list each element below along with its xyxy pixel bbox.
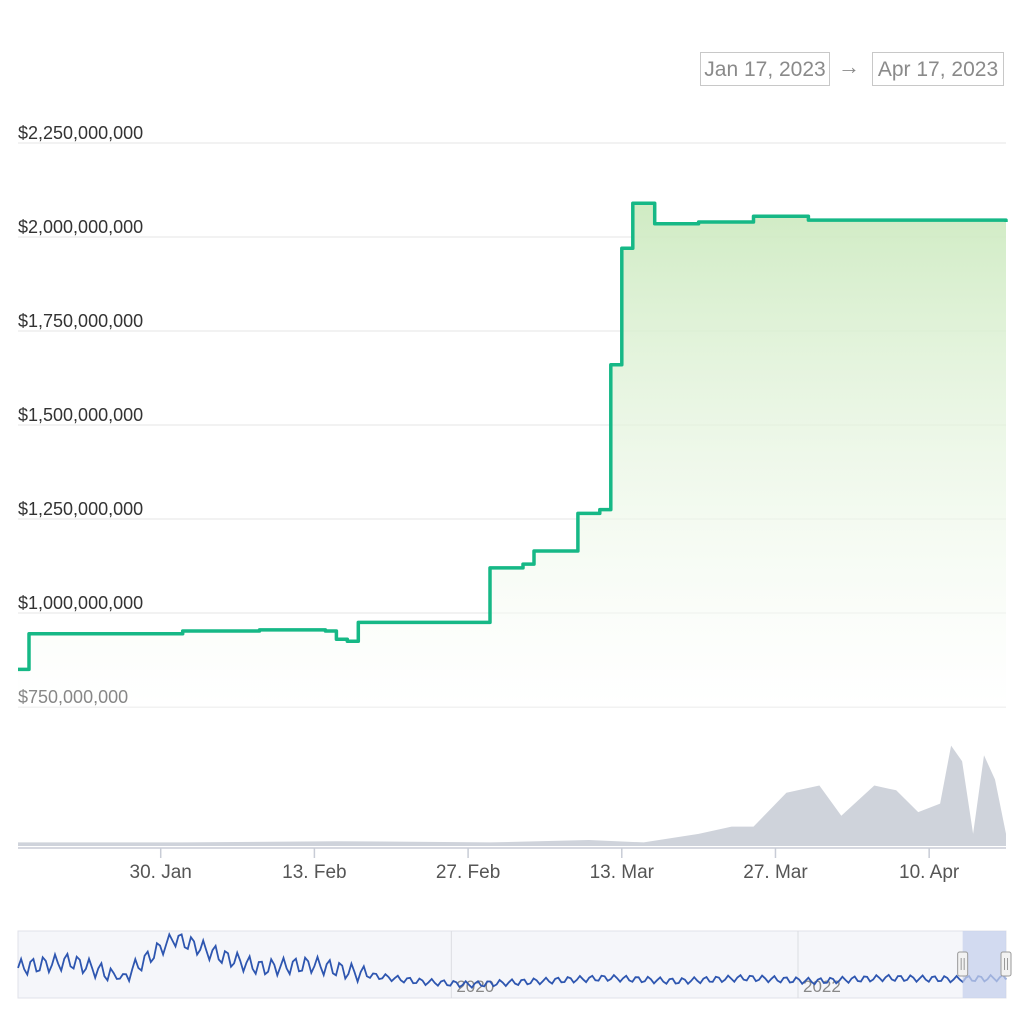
x-axis: 30. Jan 13. Feb 27. Feb 13. Mar 27. Mar 10. A… <box>130 848 960 883</box>
y-tick-label: $2,250,000,000 <box>18 123 143 143</box>
navigator-handle-left[interactable] <box>957 951 969 977</box>
navigator-year-label: 2020 <box>456 977 494 996</box>
y-tick-label: $1,500,000,000 <box>18 405 143 425</box>
x-tick-label: 13. Feb <box>282 862 346 883</box>
x-tick-label: 10. Apr <box>899 862 960 883</box>
x-tick-label: 27. Feb <box>436 862 500 883</box>
y-tick-label: $1,000,000,000 <box>18 593 143 613</box>
range-to-input[interactable]: Apr 17, 2023 <box>872 52 1004 86</box>
y-tick-label: $2,000,000,000 <box>18 217 143 237</box>
y-tick-label: $1,750,000,000 <box>18 311 143 331</box>
x-tick-label: 13. Mar <box>590 862 655 883</box>
navigator[interactable]: 2020 2022 <box>17 930 1012 999</box>
navigator-handle-right[interactable] <box>1000 951 1012 977</box>
price-area <box>18 203 1006 707</box>
range-arrow-icon: → <box>838 54 860 79</box>
y-tick-label: $1,250,000,000 <box>18 499 143 519</box>
y-axis: $750,000,000$1,000,000,000$1,250,000,000… <box>18 123 143 707</box>
volume-series <box>18 745 1006 846</box>
x-tick-label: 27. Mar <box>743 862 808 883</box>
volume-area <box>18 745 1006 846</box>
navigator-background <box>17 930 1007 999</box>
navigator-line <box>17 932 1007 989</box>
navigator-selection[interactable] <box>962 931 1006 998</box>
x-tick-label: 30. Jan <box>130 862 192 883</box>
price-line <box>18 201 1008 672</box>
price-series <box>18 201 1008 707</box>
range-from-input[interactable]: Jan 17, 2023 <box>700 52 830 86</box>
